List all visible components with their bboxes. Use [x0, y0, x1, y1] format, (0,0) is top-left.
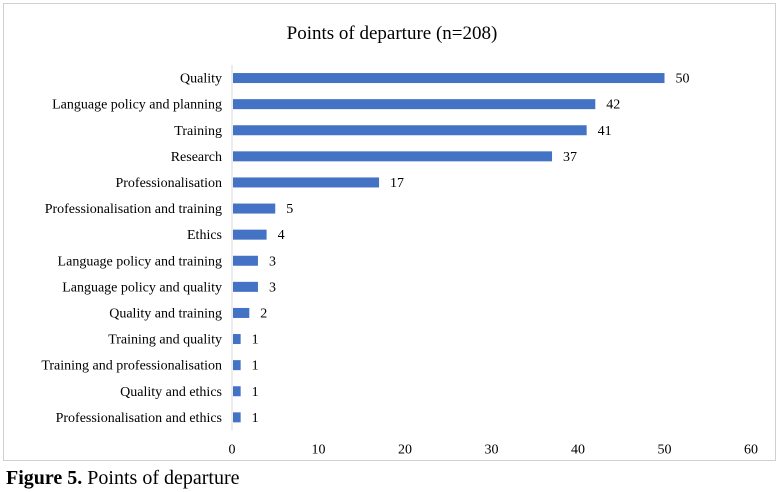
category-label: Language policy and planning — [52, 98, 222, 113]
chart-title: Points of departure (n=208) — [287, 23, 498, 44]
figure-caption-text: Points of departure — [82, 467, 240, 489]
x-tick-label: 40 — [571, 442, 585, 457]
bar — [233, 73, 665, 84]
x-tick-label: 50 — [658, 442, 672, 457]
x-tick-label: 20 — [398, 442, 412, 457]
category-label: Language policy and quality — [62, 280, 222, 295]
bar — [233, 177, 380, 188]
category-label: Professionalisation — [115, 176, 222, 191]
bar — [233, 360, 241, 371]
data-label: 2 — [260, 306, 267, 321]
bar — [233, 203, 276, 214]
data-label: 42 — [606, 98, 620, 113]
category-label: Quality and training — [109, 306, 222, 321]
bar — [233, 229, 267, 240]
category-label: Training — [174, 124, 222, 139]
figure-caption: Figure 5. Points of departure — [6, 467, 239, 490]
category-label: Research — [171, 150, 222, 165]
category-label: Quality — [180, 72, 222, 87]
data-label: 3 — [269, 254, 276, 269]
data-label: 37 — [563, 150, 577, 165]
bar — [233, 125, 587, 136]
category-label: Professionalisation and ethics — [56, 411, 222, 426]
data-label: 4 — [278, 228, 285, 243]
bar — [233, 307, 250, 318]
x-tick-label: 0 — [229, 442, 236, 457]
bar — [233, 281, 258, 292]
bar — [233, 334, 241, 345]
x-tick-label: 60 — [744, 442, 758, 457]
x-tick-label: 10 — [312, 442, 326, 457]
data-label: 1 — [252, 333, 259, 348]
figure-label: Figure 5. — [6, 467, 83, 489]
data-label: 41 — [598, 124, 612, 139]
data-label: 3 — [269, 280, 276, 295]
data-label: 1 — [252, 411, 259, 426]
data-label: 1 — [252, 359, 259, 374]
data-label: 1 — [252, 385, 259, 400]
bar — [233, 386, 241, 397]
chart-frame: Points of departure (n=208) Quality 50 Lan… — [3, 3, 776, 461]
category-label: Training and professionalisation — [41, 359, 222, 374]
x-tick-label: 30 — [485, 442, 499, 457]
data-label: 5 — [286, 202, 293, 217]
category-label: Training and quality — [108, 333, 222, 348]
category-label: Language policy and training — [58, 254, 222, 269]
bar — [233, 151, 553, 162]
bar — [233, 255, 258, 266]
bar — [233, 99, 596, 110]
data-label: 17 — [390, 176, 404, 191]
category-label: Quality and ethics — [120, 385, 222, 400]
category-label: Professionalisation and training — [45, 202, 222, 217]
bar — [233, 412, 241, 423]
data-label: 50 — [676, 72, 690, 87]
category-label: Ethics — [187, 228, 222, 243]
bar-chart: Points of departure (n=208) Quality 50Lan… — [41, 23, 758, 457]
